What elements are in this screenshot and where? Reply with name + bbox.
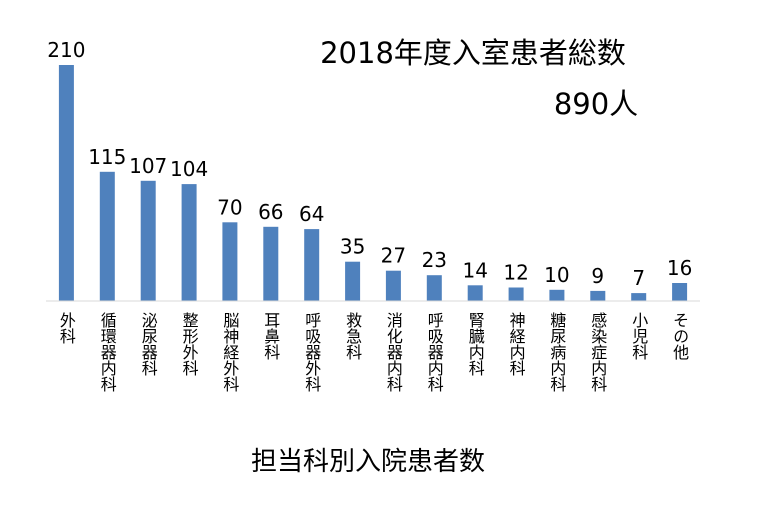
data-label-9: 27 bbox=[381, 244, 406, 268]
data-label-13: 10 bbox=[544, 263, 569, 287]
x-tick-label-5: 脳神経外科 bbox=[220, 312, 239, 392]
bar-15 bbox=[631, 293, 647, 301]
bar-11 bbox=[467, 285, 483, 301]
data-label-3: 107 bbox=[129, 154, 167, 178]
data-label-14: 9 bbox=[591, 264, 604, 288]
bar-13 bbox=[549, 289, 565, 301]
data-label-5: 70 bbox=[217, 195, 242, 219]
x-tick-label-3: 泌尿器科 bbox=[139, 312, 158, 376]
data-label-12: 12 bbox=[503, 261, 528, 285]
x-tick-label-2: 循環器内科 bbox=[98, 312, 117, 392]
x-tick-label-13: 糖尿病内科 bbox=[547, 312, 566, 392]
bar-10 bbox=[426, 275, 442, 301]
bar-12 bbox=[508, 287, 524, 301]
x-tick-label-9: 消化器内科 bbox=[384, 312, 403, 392]
x-tick-label-10: 呼吸器内科 bbox=[425, 312, 444, 392]
bar-7 bbox=[304, 229, 320, 301]
data-label-8: 35 bbox=[340, 235, 365, 259]
data-label-10: 23 bbox=[422, 248, 447, 272]
bar-16 bbox=[672, 283, 688, 301]
bars-group bbox=[58, 65, 688, 301]
data-label-2: 115 bbox=[88, 145, 126, 169]
x-tick-labels-group: 外科 循環器内科 泌尿器科 整形外科 脳神経外科 耳鼻科 呼吸器外科 救急科 消化器内科 呼吸器内… bbox=[57, 312, 689, 392]
data-label-6: 66 bbox=[258, 200, 283, 224]
x-axis-label: 担当科別入院患者数 bbox=[251, 447, 485, 477]
x-tick-label-12: 神経内科 bbox=[507, 312, 526, 376]
bar-6 bbox=[263, 226, 279, 301]
data-label-11: 14 bbox=[462, 258, 487, 282]
x-tick-label-11: 腎臓内科 bbox=[466, 312, 485, 376]
bar-5 bbox=[222, 222, 238, 301]
x-tick-label-1: 外科 bbox=[57, 312, 76, 344]
data-label-7: 64 bbox=[299, 202, 324, 226]
x-tick-label-6: 耳鼻科 bbox=[261, 312, 280, 360]
x-tick-label-4: 整形外科 bbox=[180, 312, 199, 376]
x-tick-label-8: 救急科 bbox=[343, 312, 362, 360]
bar-3 bbox=[140, 180, 156, 301]
bar-4 bbox=[181, 184, 197, 301]
data-label-15: 7 bbox=[632, 266, 645, 290]
chart-subtitle: 890人 bbox=[554, 87, 638, 121]
x-tick-label-14: 感染症内科 bbox=[588, 312, 607, 392]
x-tick-label-15: 小児科 bbox=[629, 312, 648, 360]
bar-1 bbox=[58, 65, 74, 301]
x-tick-label-7: 呼吸器外科 bbox=[302, 312, 321, 392]
data-labels-group: 210 115 107 104 70 66 64 35 27 23 14 12 10 9 7 16 bbox=[47, 38, 692, 290]
x-tick-label-16: その他 bbox=[670, 312, 689, 361]
bar-2 bbox=[99, 171, 115, 301]
bar-14 bbox=[590, 290, 606, 301]
data-label-16: 16 bbox=[667, 256, 692, 280]
bar-9 bbox=[385, 270, 401, 301]
data-label-4: 104 bbox=[170, 157, 208, 181]
data-label-1: 210 bbox=[47, 38, 85, 62]
bar-8 bbox=[345, 261, 361, 301]
chart-title: 2018年度入室患者総数 bbox=[320, 36, 626, 70]
